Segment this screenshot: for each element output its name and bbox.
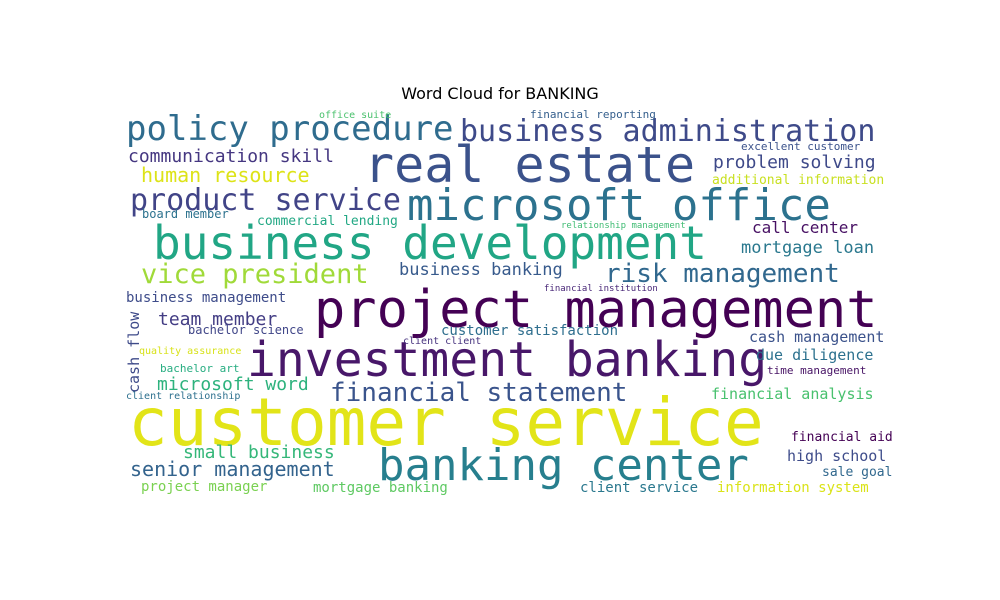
word-real-estate: real estate <box>364 136 695 194</box>
word-investment-banking: investment banking <box>247 332 767 388</box>
word-time-management: time management <box>767 364 866 377</box>
word-business-management: business management <box>126 290 286 306</box>
word-due-diligence: due diligence <box>756 346 873 364</box>
word-mortgage-banking: mortgage banking <box>313 480 448 496</box>
word-microsoft-word: microsoft word <box>157 374 309 395</box>
word-call-center: call center <box>752 218 858 237</box>
word-cash-flow: cash flow <box>125 311 143 393</box>
word-risk-management: risk management <box>605 259 840 289</box>
word-sale-goal: sale goal <box>822 465 892 480</box>
word-cash-management: cash management <box>749 328 884 346</box>
word-commercial-lending: commercial lending <box>257 214 398 229</box>
word-relationship-management: relationship management <box>561 221 686 231</box>
word-human-resource: human resource <box>141 163 310 187</box>
chart-title: Word Cloud for BANKING <box>401 84 599 103</box>
word-information-system: information system <box>717 480 869 496</box>
word-additional-information: additional information <box>712 173 884 188</box>
word-vice-president: vice president <box>141 259 369 290</box>
word-high-school: high school <box>787 447 886 465</box>
word-mortgage-loan: mortgage loan <box>741 238 874 258</box>
word-financial-reporting: financial reporting <box>530 108 656 121</box>
word-team-member: team member <box>158 309 277 330</box>
word-customer-satisfaction: customer satisfaction <box>441 323 618 339</box>
word-financial-statement: financial statement <box>330 378 627 408</box>
word-communication-skill: communication skill <box>128 146 334 167</box>
word-board-member: board member <box>142 207 229 221</box>
word-bachelor-science: bachelor science <box>188 323 304 337</box>
word-financial-aid: financial aid <box>791 430 893 445</box>
word-small-business: small business <box>183 442 335 463</box>
word-problem-solving: problem solving <box>713 152 876 173</box>
word-customer-service: customer service <box>128 384 764 461</box>
word-project-manager: project manager <box>141 479 267 495</box>
word-client-client: client client <box>403 336 481 347</box>
word-bachelor-art: bachelor art <box>160 362 239 375</box>
word-office-suite: office suite <box>319 110 391 121</box>
word-business-development: business development <box>153 216 707 270</box>
word-quality-assurance: quality assurance <box>139 346 241 357</box>
word-senior-management: senior management <box>130 457 335 481</box>
word-microsoft-office: microsoft office <box>407 180 831 231</box>
word-project-management: project management <box>314 280 878 340</box>
word-client-service: client service <box>580 480 698 496</box>
word-client-relationship: client relationship <box>126 391 240 402</box>
word-financial-analysis: financial analysis <box>711 385 874 403</box>
word-business-banking: business banking <box>399 260 563 280</box>
word-business-administration: business administration <box>460 114 875 149</box>
word-excellent-customer: excellent customer <box>741 140 861 153</box>
word-financial-institution: financial institution <box>544 284 658 294</box>
word-banking-center: banking center <box>378 440 749 491</box>
word-policy-procedure: policy procedure <box>126 109 454 149</box>
word-product-service: product service <box>130 183 401 218</box>
